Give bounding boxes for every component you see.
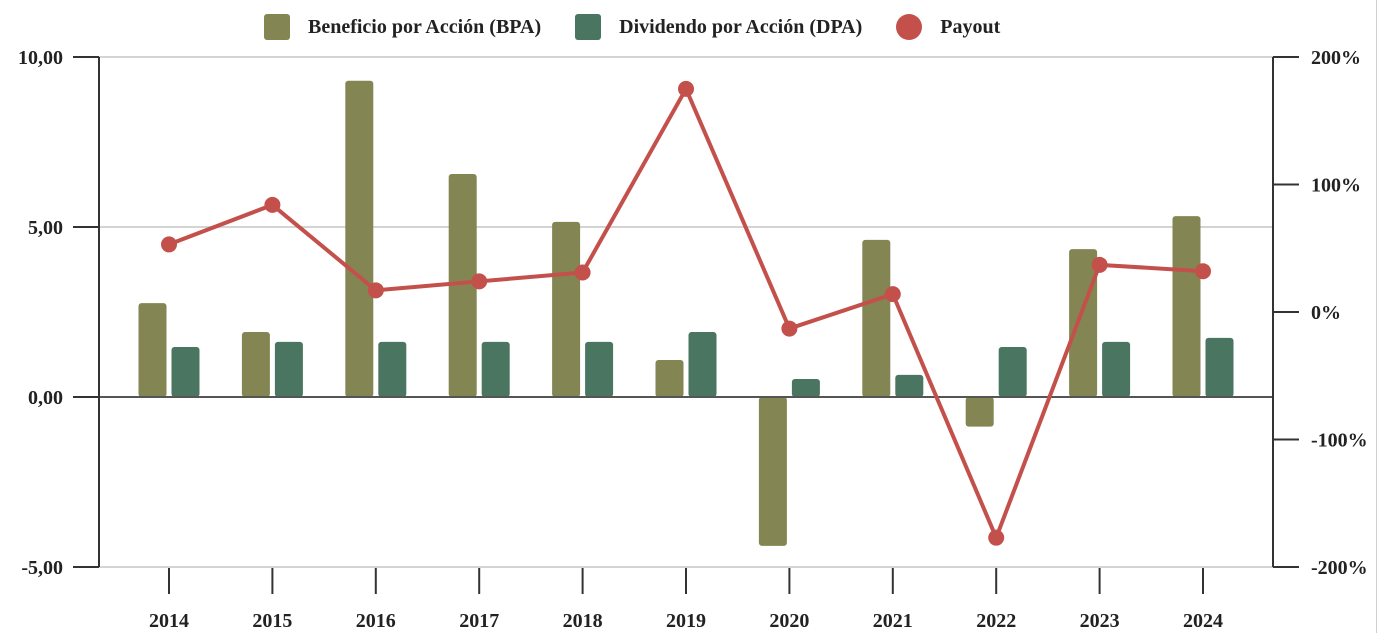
payout-point [264, 196, 281, 213]
right-axis-tick-label: -200% [1311, 557, 1368, 579]
frame-edge [1376, 0, 1377, 633]
bar-dpa [688, 332, 717, 397]
bar-dpa [791, 378, 820, 397]
legend-swatch-bpa [264, 14, 290, 40]
payout-point [574, 264, 591, 281]
axes [73, 56, 1299, 594]
bar-dpa [1102, 341, 1131, 397]
bar-bpa [552, 221, 581, 397]
payout-point [161, 236, 177, 253]
x-axis-tick-label: 2014 [149, 610, 189, 632]
right-axis-tick-label: 200% [1311, 47, 1361, 69]
bar-bpa [345, 80, 374, 398]
payout-point [678, 80, 694, 97]
legend-marker-payout [896, 14, 923, 40]
x-axis-tick-label: 2018 [563, 610, 603, 632]
bar-bpa [965, 397, 994, 427]
bar-dpa [481, 341, 510, 397]
right-axis-tick-label: 0% [1311, 302, 1341, 324]
x-axis-tick-label: 2017 [459, 610, 499, 632]
right-axis-tick-label: -100% [1311, 430, 1368, 452]
payout-point [367, 282, 384, 299]
bar-bpa [448, 173, 477, 397]
x-axis-tick-label: 2023 [1080, 610, 1120, 632]
bar-bpa [862, 239, 891, 397]
bar-dpa [895, 374, 924, 397]
bar-bpa [138, 303, 167, 397]
bar-bpa [1069, 249, 1098, 397]
payout-point [1195, 263, 1211, 280]
legend-item-payout[interactable]: Payout [896, 14, 1000, 40]
left-axis-tick-label: 10,00 [18, 47, 63, 69]
bar-dpa [378, 341, 407, 397]
tick-labels: 10,00 5,00 0,00 -5,00 200% 100% 0% -100% -200% 20… [18, 47, 1368, 632]
payout-point [471, 273, 488, 290]
bar-bpa [758, 397, 787, 546]
payout-line [161, 80, 1211, 546]
x-axis-tick-label: 2015 [252, 610, 292, 632]
right-axis-tick-label: 100% [1311, 175, 1361, 197]
left-axis-tick-label: 5,00 [28, 217, 63, 239]
x-axis-tick-label: 2024 [1183, 610, 1223, 632]
legend-label-dpa: Dividendo por Acción (DPA) [619, 15, 863, 38]
legend-item-bpa[interactable]: Beneficio por Acción (BPA) [264, 14, 541, 40]
left-axis-tick-label: 0,00 [28, 387, 63, 409]
legend-swatch-dpa [575, 14, 602, 40]
x-axis-tick-label: 2020 [769, 610, 809, 632]
bar-bpa [1172, 216, 1201, 397]
x-axis-tick-label: 2016 [356, 610, 396, 632]
bar-dpa [171, 347, 200, 397]
x-axis-tick-label: 2021 [873, 610, 913, 632]
payout-series-line [168, 86, 1204, 540]
bar-dpa [998, 347, 1027, 397]
left-axis-tick-label: -5,00 [21, 557, 63, 579]
payout-point [884, 286, 901, 303]
legend-item-dpa[interactable]: Dividendo por Acción (DPA) [575, 14, 862, 40]
payout-point [781, 320, 798, 337]
bar-dpa [585, 341, 614, 397]
legend-label-bpa: Beneficio por Acción (BPA) [308, 15, 542, 38]
bar-dpa [274, 341, 303, 397]
legend-label-payout: Payout [940, 15, 1001, 38]
gridlines [99, 56, 1273, 568]
bar-bpa [241, 332, 270, 397]
chart-legend: Beneficio por Acción (BPA) Dividendo por… [264, 14, 1034, 40]
bars [138, 80, 1234, 546]
x-axis-tick-label: 2019 [666, 610, 706, 632]
payout-point [1091, 256, 1108, 273]
bar-bpa [655, 359, 684, 397]
bar-dpa [1205, 337, 1234, 397]
payout-point [988, 529, 1005, 546]
x-axis-tick-label: 2022 [976, 610, 1016, 632]
